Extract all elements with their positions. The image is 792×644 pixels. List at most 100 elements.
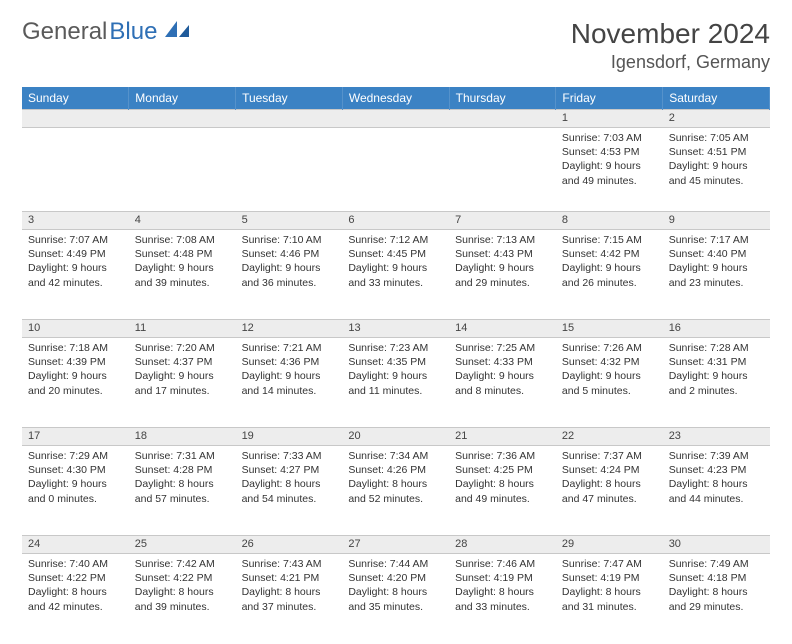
cell-content: Sunrise: 7:28 AMSunset: 4:31 PMDaylight:… bbox=[663, 338, 770, 404]
daylight-text-1: Daylight: 8 hours bbox=[135, 477, 230, 491]
day-number: 28 bbox=[449, 536, 556, 554]
sunset-text: Sunset: 4:37 PM bbox=[135, 355, 230, 369]
logo-sail-icon bbox=[163, 18, 191, 46]
day-number: 27 bbox=[342, 536, 449, 554]
calendar-cell: Sunrise: 7:34 AMSunset: 4:26 PMDaylight:… bbox=[342, 446, 449, 536]
daynum-row: 17181920212223 bbox=[22, 428, 770, 446]
cell-content: Sunrise: 7:49 AMSunset: 4:18 PMDaylight:… bbox=[663, 554, 770, 620]
daylight-text-1: Daylight: 8 hours bbox=[348, 477, 443, 491]
cell-content: Sunrise: 7:47 AMSunset: 4:19 PMDaylight:… bbox=[556, 554, 663, 620]
calendar-cell bbox=[342, 128, 449, 212]
cell-content: Sunrise: 7:40 AMSunset: 4:22 PMDaylight:… bbox=[22, 554, 129, 620]
day-number: 20 bbox=[342, 428, 449, 446]
sunset-text: Sunset: 4:43 PM bbox=[455, 247, 550, 261]
sunset-text: Sunset: 4:20 PM bbox=[348, 571, 443, 585]
day-number: 9 bbox=[663, 212, 770, 230]
day-number: 12 bbox=[236, 320, 343, 338]
header: GeneralBlue November 2024 Igensdorf, Ger… bbox=[22, 18, 770, 73]
calendar-cell: Sunrise: 7:15 AMSunset: 4:42 PMDaylight:… bbox=[556, 230, 663, 320]
calendar-cell: Sunrise: 7:40 AMSunset: 4:22 PMDaylight:… bbox=[22, 554, 129, 644]
cell-content: Sunrise: 7:12 AMSunset: 4:45 PMDaylight:… bbox=[342, 230, 449, 296]
sunrise-text: Sunrise: 7:13 AM bbox=[455, 233, 550, 247]
calendar-cell: Sunrise: 7:10 AMSunset: 4:46 PMDaylight:… bbox=[236, 230, 343, 320]
cell-content: Sunrise: 7:08 AMSunset: 4:48 PMDaylight:… bbox=[129, 230, 236, 296]
month-title: November 2024 bbox=[571, 18, 770, 50]
sunrise-text: Sunrise: 7:36 AM bbox=[455, 449, 550, 463]
daylight-text-1: Daylight: 9 hours bbox=[562, 369, 657, 383]
sunrise-text: Sunrise: 7:44 AM bbox=[348, 557, 443, 571]
sunset-text: Sunset: 4:53 PM bbox=[562, 145, 657, 159]
cell-content: Sunrise: 7:42 AMSunset: 4:22 PMDaylight:… bbox=[129, 554, 236, 620]
calendar-cell: Sunrise: 7:28 AMSunset: 4:31 PMDaylight:… bbox=[663, 338, 770, 428]
logo-text-general: General bbox=[22, 18, 107, 46]
calendar-cell: Sunrise: 7:39 AMSunset: 4:23 PMDaylight:… bbox=[663, 446, 770, 536]
day-number: 11 bbox=[129, 320, 236, 338]
calendar-cell: Sunrise: 7:25 AMSunset: 4:33 PMDaylight:… bbox=[449, 338, 556, 428]
cell-content: Sunrise: 7:03 AMSunset: 4:53 PMDaylight:… bbox=[556, 128, 663, 194]
day-number: 16 bbox=[663, 320, 770, 338]
logo: GeneralBlue bbox=[22, 18, 191, 46]
calendar-week: Sunrise: 7:29 AMSunset: 4:30 PMDaylight:… bbox=[22, 446, 770, 536]
sunset-text: Sunset: 4:22 PM bbox=[135, 571, 230, 585]
cell-content bbox=[342, 128, 449, 137]
calendar-table: SundayMondayTuesdayWednesdayThursdayFrid… bbox=[22, 87, 770, 644]
weekday-header: Saturday bbox=[663, 87, 770, 110]
sunset-text: Sunset: 4:23 PM bbox=[669, 463, 764, 477]
day-number: 29 bbox=[556, 536, 663, 554]
daylight-text-2: and 0 minutes. bbox=[28, 492, 123, 506]
calendar-cell bbox=[22, 128, 129, 212]
daylight-text-1: Daylight: 9 hours bbox=[455, 261, 550, 275]
daylight-text-1: Daylight: 8 hours bbox=[455, 477, 550, 491]
sunrise-text: Sunrise: 7:28 AM bbox=[669, 341, 764, 355]
cell-content: Sunrise: 7:31 AMSunset: 4:28 PMDaylight:… bbox=[129, 446, 236, 512]
sunset-text: Sunset: 4:27 PM bbox=[242, 463, 337, 477]
sunrise-text: Sunrise: 7:12 AM bbox=[348, 233, 443, 247]
daylight-text-2: and 47 minutes. bbox=[562, 492, 657, 506]
day-number: 30 bbox=[663, 536, 770, 554]
calendar-cell: Sunrise: 7:17 AMSunset: 4:40 PMDaylight:… bbox=[663, 230, 770, 320]
weekday-header: Thursday bbox=[449, 87, 556, 110]
daylight-text-1: Daylight: 9 hours bbox=[669, 159, 764, 173]
sunrise-text: Sunrise: 7:46 AM bbox=[455, 557, 550, 571]
daylight-text-1: Daylight: 9 hours bbox=[669, 369, 764, 383]
cell-content: Sunrise: 7:36 AMSunset: 4:25 PMDaylight:… bbox=[449, 446, 556, 512]
daylight-text-1: Daylight: 9 hours bbox=[135, 261, 230, 275]
weekday-header: Tuesday bbox=[236, 87, 343, 110]
daylight-text-1: Daylight: 8 hours bbox=[348, 585, 443, 599]
sunrise-text: Sunrise: 7:15 AM bbox=[562, 233, 657, 247]
sunset-text: Sunset: 4:36 PM bbox=[242, 355, 337, 369]
daylight-text-1: Daylight: 8 hours bbox=[562, 585, 657, 599]
daylight-text-1: Daylight: 9 hours bbox=[348, 261, 443, 275]
sunset-text: Sunset: 4:39 PM bbox=[28, 355, 123, 369]
sunset-text: Sunset: 4:45 PM bbox=[348, 247, 443, 261]
day-number: 14 bbox=[449, 320, 556, 338]
daylight-text-2: and 33 minutes. bbox=[348, 276, 443, 290]
cell-content: Sunrise: 7:44 AMSunset: 4:20 PMDaylight:… bbox=[342, 554, 449, 620]
daylight-text-1: Daylight: 8 hours bbox=[669, 477, 764, 491]
daylight-text-1: Daylight: 9 hours bbox=[242, 369, 337, 383]
day-number: 7 bbox=[449, 212, 556, 230]
cell-content bbox=[129, 128, 236, 137]
sunset-text: Sunset: 4:30 PM bbox=[28, 463, 123, 477]
calendar-cell: Sunrise: 7:21 AMSunset: 4:36 PMDaylight:… bbox=[236, 338, 343, 428]
daylight-text-2: and 42 minutes. bbox=[28, 276, 123, 290]
calendar-cell bbox=[129, 128, 236, 212]
daylight-text-2: and 17 minutes. bbox=[135, 384, 230, 398]
cell-content: Sunrise: 7:46 AMSunset: 4:19 PMDaylight:… bbox=[449, 554, 556, 620]
sunset-text: Sunset: 4:19 PM bbox=[455, 571, 550, 585]
location: Igensdorf, Germany bbox=[571, 52, 770, 73]
sunrise-text: Sunrise: 7:33 AM bbox=[242, 449, 337, 463]
day-number: 1 bbox=[556, 110, 663, 128]
daylight-text-1: Daylight: 8 hours bbox=[135, 585, 230, 599]
sunrise-text: Sunrise: 7:43 AM bbox=[242, 557, 337, 571]
day-number: 26 bbox=[236, 536, 343, 554]
cell-content: Sunrise: 7:26 AMSunset: 4:32 PMDaylight:… bbox=[556, 338, 663, 404]
daylight-text-2: and 57 minutes. bbox=[135, 492, 230, 506]
calendar-cell bbox=[236, 128, 343, 212]
day-number: 6 bbox=[342, 212, 449, 230]
sunset-text: Sunset: 4:28 PM bbox=[135, 463, 230, 477]
calendar-cell: Sunrise: 7:23 AMSunset: 4:35 PMDaylight:… bbox=[342, 338, 449, 428]
day-number: 3 bbox=[22, 212, 129, 230]
day-number: 8 bbox=[556, 212, 663, 230]
day-number: 15 bbox=[556, 320, 663, 338]
